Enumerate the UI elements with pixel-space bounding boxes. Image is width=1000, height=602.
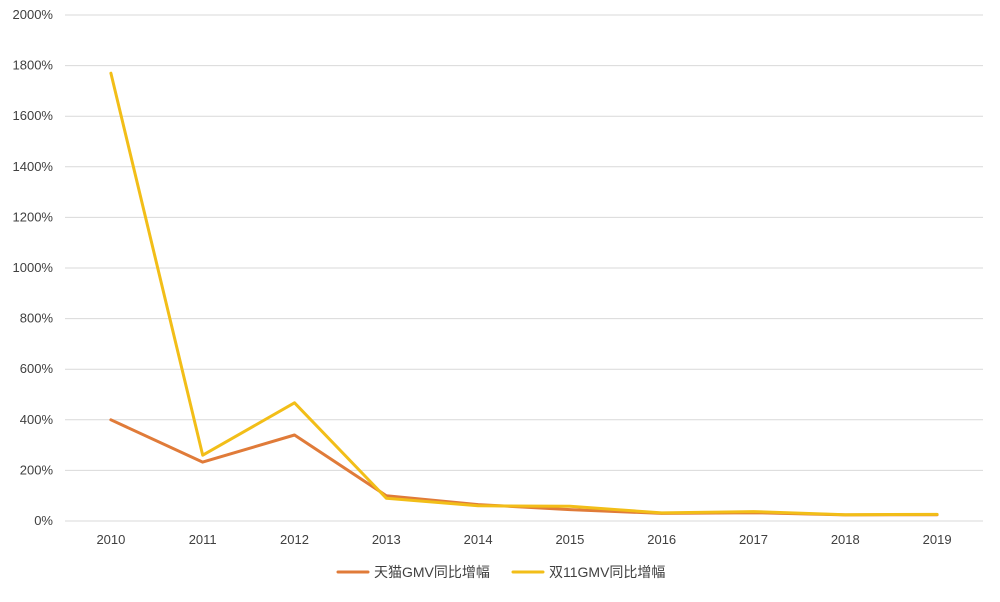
x-tick-label: 2010: [96, 532, 125, 547]
y-tick-label: 800%: [20, 311, 54, 326]
data-point: [844, 513, 847, 516]
y-tick-label: 0%: [34, 513, 53, 528]
data-point: [476, 504, 480, 508]
data-point: [385, 497, 388, 500]
legend: 天猫GMV同比增幅 双11GMV同比增幅: [336, 564, 665, 580]
y-tick-label: 1000%: [13, 260, 54, 275]
y-tick-label: 1200%: [13, 209, 54, 224]
x-tick-label: 2013: [372, 532, 401, 547]
x-tick-label: 2014: [464, 532, 493, 547]
x-tick-label: 2011: [189, 532, 217, 547]
y-tick-label: 2000%: [13, 7, 54, 22]
data-point: [568, 505, 572, 508]
x-tick-label: 2019: [923, 532, 952, 547]
x-tick-label: 2018: [831, 532, 860, 547]
y-tick-label: 1400%: [13, 159, 54, 174]
x-tick-label: 2012: [280, 532, 309, 547]
y-tick-label: 1800%: [13, 58, 54, 73]
y-tick-label: 400%: [20, 412, 54, 427]
series-lines: [109, 71, 939, 517]
x-axis-ticks: 2010 2011 2012 2013 2014 2015 2016 2017 2018 2019: [96, 532, 951, 547]
data-point: [293, 433, 296, 437]
legend-label-1: 天猫GMV同比增幅: [374, 564, 490, 580]
y-tick-label: 600%: [20, 361, 54, 376]
y-tick-label: 200%: [20, 462, 54, 477]
data-point: [752, 510, 755, 513]
x-tick-label: 2017: [739, 532, 768, 547]
data-point: [935, 513, 939, 516]
data-point: [109, 418, 113, 421]
data-point: [660, 511, 663, 515]
data-point: [293, 401, 296, 405]
data-point: [201, 454, 204, 457]
x-tick-label: 2016: [647, 532, 676, 547]
x-tick-label: 2015: [555, 532, 584, 547]
series-line-1: [109, 418, 939, 517]
legend-label-2: 双11GMV同比增幅: [549, 564, 665, 580]
y-tick-label: 1600%: [13, 108, 54, 123]
data-point: [201, 460, 204, 464]
grid-lines: [65, 14, 983, 522]
data-point: [568, 508, 572, 511]
series-line-2: [109, 71, 939, 517]
y-axis-ticks: 0% 200% 400% 600% 800% 1000% 1200% 1400% 1600% 18…: [13, 7, 54, 528]
data-point: [109, 71, 113, 75]
